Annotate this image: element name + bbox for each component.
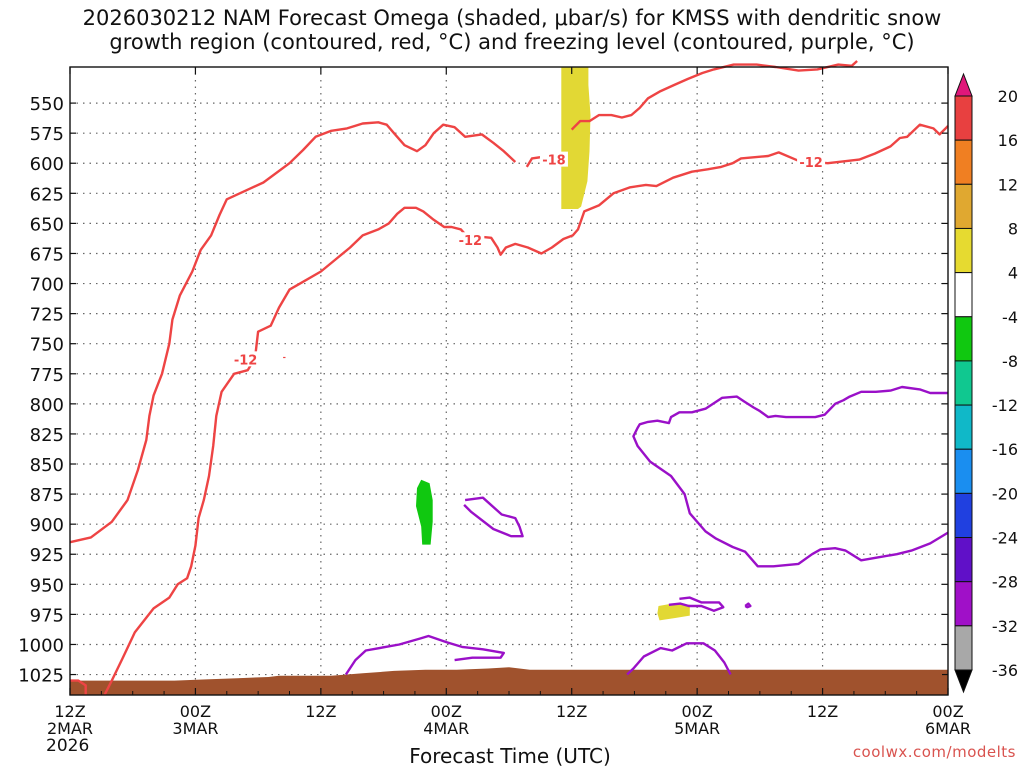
contour-label-bg — [539, 151, 568, 167]
freezing-level-contour — [344, 634, 505, 676]
dgz-contour — [570, 60, 858, 131]
site-credit: coolwx.com/modelts — [852, 743, 1016, 761]
colorbar-label: -28 — [992, 573, 1018, 592]
y-tick-label: 900 — [30, 515, 64, 536]
y-tick-label: 625 — [30, 184, 64, 205]
contour-label: -12 — [459, 234, 483, 249]
y-tick-label: 725 — [30, 305, 64, 326]
dgz-contour — [69, 121, 517, 544]
colorbar-segment — [954, 581, 973, 627]
x-axis-year: 2026 — [46, 736, 90, 756]
x-tick-date: 2MAR — [47, 719, 93, 738]
x-tick-label: 00Z — [431, 702, 462, 721]
y-tick-label: 775 — [30, 365, 64, 386]
freezing-level-contour — [632, 385, 949, 568]
y-tick-label: 750 — [30, 335, 64, 356]
omega-region-upward-motion-max — [561, 67, 591, 209]
y-tick-label: 550 — [30, 94, 64, 115]
omega-region-downward-motion — [416, 479, 433, 545]
colorbar-label: -20 — [992, 484, 1018, 503]
freezing-level-contour — [463, 496, 524, 538]
colorbar-segment — [954, 448, 973, 494]
x-tick-label: 00Z — [932, 702, 963, 721]
colorbar-segment — [954, 360, 973, 406]
colorbar-segment — [954, 95, 973, 141]
colorbar-label: -32 — [992, 617, 1018, 636]
y-tick-label: 700 — [30, 275, 64, 296]
colorbar-label: 12 — [998, 175, 1018, 194]
colorbar-bottom-arrow — [954, 669, 973, 694]
y-tick-label: 650 — [30, 214, 64, 235]
freezing-level-contour — [668, 596, 725, 612]
colorbar-label: 4 — [1008, 264, 1018, 283]
colorbar-segment — [954, 404, 973, 450]
colorbar-label: -36 — [992, 661, 1018, 680]
freezing-level-contour — [626, 642, 732, 676]
chart-title: 2026030212 NAM Forecast Omega (shaded, μ… — [0, 6, 1024, 54]
colorbar-segment — [954, 183, 973, 229]
omega-region-upward-motion-low — [657, 603, 690, 621]
x-tick-label: 12Z — [54, 702, 85, 721]
colorbar-label: -12 — [992, 396, 1018, 415]
y-tick-label: 800 — [30, 395, 64, 416]
x-tick-label: 12Z — [305, 702, 336, 721]
x-tick-label: 00Z — [180, 702, 211, 721]
contour-label-bg — [456, 232, 485, 248]
contour-label-bg — [797, 154, 826, 170]
terrain-surface — [70, 667, 948, 695]
y-tick-label: 850 — [30, 455, 64, 476]
freezing-level-contour — [744, 602, 752, 609]
colorbar-segment — [954, 625, 973, 671]
y-tick-label: 1025 — [18, 666, 64, 687]
y-tick-label: 825 — [30, 425, 64, 446]
dgz-contour — [70, 679, 87, 695]
colorbar-segment — [954, 272, 973, 318]
colorbar-label: 8 — [1008, 219, 1018, 238]
y-tick-label: 575 — [30, 124, 64, 145]
x-tick-label: 12Z — [807, 702, 838, 721]
y-tick-label: 875 — [30, 485, 64, 506]
y-tick-label: 950 — [30, 575, 64, 596]
plot-area — [70, 67, 948, 695]
x-tick-date: 5MAR — [674, 719, 720, 738]
colorbar-top-arrow — [954, 72, 973, 97]
colorbar-segment — [954, 227, 973, 274]
x-tick-label: 00Z — [681, 702, 712, 721]
y-tick-label: 600 — [30, 154, 64, 175]
colorbar-label: -24 — [992, 529, 1018, 548]
contour-label: -18 — [542, 154, 566, 169]
x-tick-date: 4MAR — [423, 719, 469, 738]
title-line-1: 2026030212 NAM Forecast Omega (shaded, μ… — [82, 6, 942, 30]
colorbar-label: -16 — [992, 440, 1018, 459]
colorbar-label: 16 — [998, 131, 1018, 150]
y-tick-label: 675 — [30, 244, 64, 265]
colorbar-label: -4 — [1002, 308, 1018, 327]
title-line-2: growth region (contoured, red, °C) and f… — [109, 30, 915, 54]
x-axis-label: Forecast Time (UTC) — [409, 744, 611, 768]
contour-label: -12 — [799, 156, 823, 171]
colorbar-segment — [954, 316, 973, 362]
y-tick-label: 975 — [30, 605, 64, 626]
x-tick-label: 12Z — [556, 702, 587, 721]
colorbar-label: -8 — [1002, 352, 1018, 371]
x-tick-date: 6MAR — [925, 719, 971, 738]
colorbar-label: 20 — [998, 87, 1018, 106]
y-tick-label: 925 — [30, 545, 64, 566]
colorbar-segment — [954, 537, 973, 583]
y-tick-label: 1000 — [18, 635, 64, 656]
colorbar-segment — [954, 139, 973, 185]
contour-label-bg — [231, 351, 260, 367]
x-tick-date: 3MAR — [172, 719, 218, 738]
colorbar-segment — [954, 492, 973, 539]
contour-label: -12 — [234, 353, 258, 368]
